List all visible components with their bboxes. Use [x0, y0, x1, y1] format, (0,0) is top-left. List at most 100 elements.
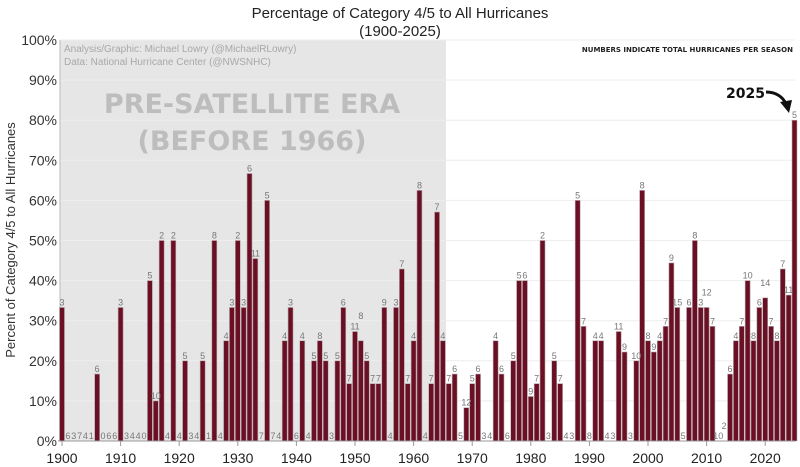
count-label-1957: 3	[394, 297, 399, 307]
count-label-2006: 5	[681, 431, 686, 441]
count-label-1947: 5	[335, 351, 340, 361]
bar-1996	[621, 351, 628, 442]
count-label-1973: 4	[487, 431, 492, 441]
y-axis-label: Percent of Category 4/5 to All Hurricane…	[3, 122, 18, 358]
bar-1966	[445, 383, 452, 442]
count-label-1979: 6	[522, 271, 527, 281]
bar-1985	[557, 383, 563, 442]
y-tick-label: 50%	[29, 233, 57, 249]
count-label-1956: 4	[388, 431, 393, 441]
count-label-1948: 6	[341, 297, 346, 307]
count-label-1937: 4	[276, 431, 281, 441]
bar-1929	[229, 307, 235, 442]
count-label-1913: 4	[136, 431, 141, 441]
bar-1943	[311, 360, 317, 442]
bar-2015	[733, 340, 739, 442]
bar-2003	[662, 326, 669, 442]
count-label-2021: 7	[769, 316, 774, 326]
bar-1916	[152, 400, 159, 442]
count-label-1964: 7	[435, 202, 440, 212]
chart-title: Percentage of Category 4/5 to All Hurric…	[252, 5, 549, 22]
count-label-1911: 3	[124, 431, 129, 441]
bar-1924	[199, 360, 206, 442]
count-label-1997: 3	[628, 431, 633, 441]
bar-1944	[317, 340, 323, 442]
count-label-1972: 3	[481, 431, 486, 441]
bar-1963	[428, 383, 434, 442]
count-label-1984: 5	[552, 351, 557, 361]
count-label-1980: 9	[528, 386, 533, 396]
era-label-line1: PRE-SATELLITE ERA	[104, 89, 400, 120]
count-label-1981: 7	[534, 374, 539, 384]
bar-2008	[692, 240, 698, 442]
count-label-1962: 4	[423, 431, 428, 441]
bar-2014	[727, 373, 733, 442]
count-label-1970: 5	[470, 374, 475, 384]
bar-1979	[522, 280, 528, 442]
count-label-1983: 3	[546, 431, 551, 441]
count-label-1942: 4	[306, 431, 311, 441]
gridlines	[60, 39, 795, 402]
credit-analysis: Analysis/Graphic: Michael Lowry (@Michae…	[64, 44, 296, 55]
bar-1970	[469, 383, 476, 442]
bar-1948	[340, 307, 347, 442]
bar-1961	[416, 190, 423, 442]
count-label-1906: 6	[95, 364, 100, 374]
count-label-1922: 3	[188, 431, 193, 441]
bar-1978	[516, 280, 522, 442]
bar-1980	[527, 396, 534, 442]
x-tick-label: 1990	[574, 450, 605, 466]
callout-2025: 2025	[726, 86, 765, 102]
count-label-1991: 4	[593, 331, 598, 341]
count-label-1904: 4	[83, 431, 88, 441]
bar-1939	[287, 307, 294, 442]
callout-arrowhead-icon	[780, 100, 792, 113]
x-tick-label: 1900	[46, 450, 77, 466]
count-label-1932: 6	[247, 164, 252, 174]
bar-1982	[539, 240, 546, 442]
bar-1989	[580, 326, 587, 442]
count-label-1958: 7	[399, 259, 404, 269]
count-label-1949: 7	[347, 374, 352, 384]
count-label-1914: 0	[142, 431, 147, 441]
bar-1950	[352, 331, 358, 442]
count-label-2022: 8	[774, 331, 779, 341]
count-label-1917: 2	[159, 231, 164, 241]
count-label-1951: 8	[358, 311, 363, 321]
count-label-2005: 15	[672, 297, 682, 307]
bar-1981	[533, 383, 540, 442]
bar-2019	[756, 307, 763, 442]
count-label-2007: 6	[687, 297, 692, 307]
bar-1952	[363, 360, 370, 442]
count-label-2003: 7	[663, 316, 668, 326]
count-label-1912: 4	[130, 431, 135, 441]
count-label-1941: 4	[300, 331, 305, 341]
count-label-1992: 4	[599, 331, 604, 341]
x-tick-label: 2020	[750, 450, 781, 466]
bar-1932	[246, 173, 253, 442]
count-label-1944: 8	[317, 331, 322, 341]
count-label-2013: 2	[722, 421, 727, 431]
bar-1949	[346, 383, 352, 442]
count-label-2010: 12	[702, 287, 712, 297]
chart-subtitle: (1900-2025)	[359, 23, 441, 40]
era-label-line2: (BEFORE 1966)	[138, 126, 367, 157]
bar-1964	[434, 211, 440, 442]
count-label-2000: 8	[645, 331, 650, 341]
bar-2017	[744, 280, 751, 442]
bar-1971	[475, 373, 481, 442]
count-label-1974: 4	[493, 331, 498, 341]
bar-2022	[774, 340, 780, 442]
y-tick-label: 70%	[29, 152, 57, 168]
count-label-1933: 11	[251, 249, 260, 259]
count-label-2025: 5	[792, 110, 797, 120]
bar-1959	[404, 383, 411, 442]
bar-2025	[791, 119, 798, 442]
x-axis-ticks: 1900 1910 1920 1930 1940 1950 1960 1970 1980 1990…	[46, 441, 781, 466]
count-label-2002: 4	[657, 331, 662, 341]
count-label-1968: 5	[458, 431, 463, 441]
bar-1974	[492, 340, 499, 442]
count-label-1967: 6	[452, 364, 457, 374]
count-label-2009: 3	[698, 297, 703, 307]
